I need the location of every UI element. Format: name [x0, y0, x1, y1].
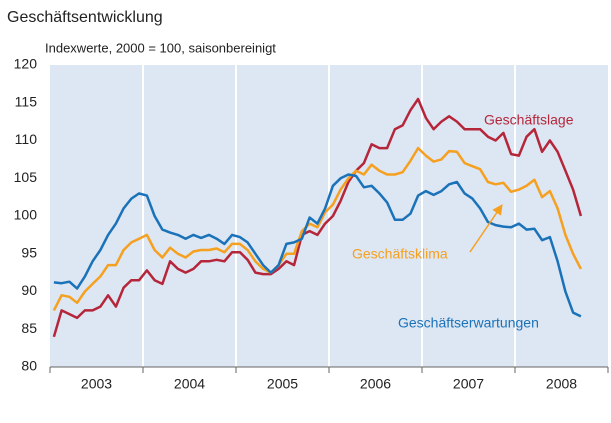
y-tick-label: 90	[21, 282, 37, 298]
y-tick-label: 120	[14, 56, 38, 72]
annotation-arrow	[469, 204, 503, 253]
series-line	[52, 146, 583, 311]
x-tick-label: 2003	[81, 376, 112, 392]
series-label: Geschäftsklima	[352, 246, 448, 262]
chart-subtitle: Indexwerte, 2000 = 100, saisonbereinigt	[45, 40, 276, 55]
y-tick-label: 105	[14, 169, 38, 185]
y-tick-label: 115	[15, 93, 38, 109]
y-tick-label: 95	[21, 244, 37, 260]
y-tick-label: 110	[15, 131, 38, 147]
y-tick-label: 80	[21, 358, 37, 374]
x-tick-label: 2005	[267, 376, 298, 392]
series-line	[53, 173, 582, 318]
chart-title: Geschäftsentwicklung	[7, 9, 163, 26]
series-label: Geschäftslage	[484, 112, 574, 128]
x-tick-label: 2008	[546, 376, 577, 392]
series-label: Geschäftserwartungen	[398, 315, 539, 331]
series-line	[52, 97, 583, 338]
x-tick-label: 2006	[360, 376, 391, 392]
x-tick-label: 2004	[174, 376, 205, 392]
x-tick-label: 2007	[453, 376, 484, 392]
y-tick-label: 85	[21, 320, 37, 336]
y-tick-label: 100	[14, 207, 38, 223]
